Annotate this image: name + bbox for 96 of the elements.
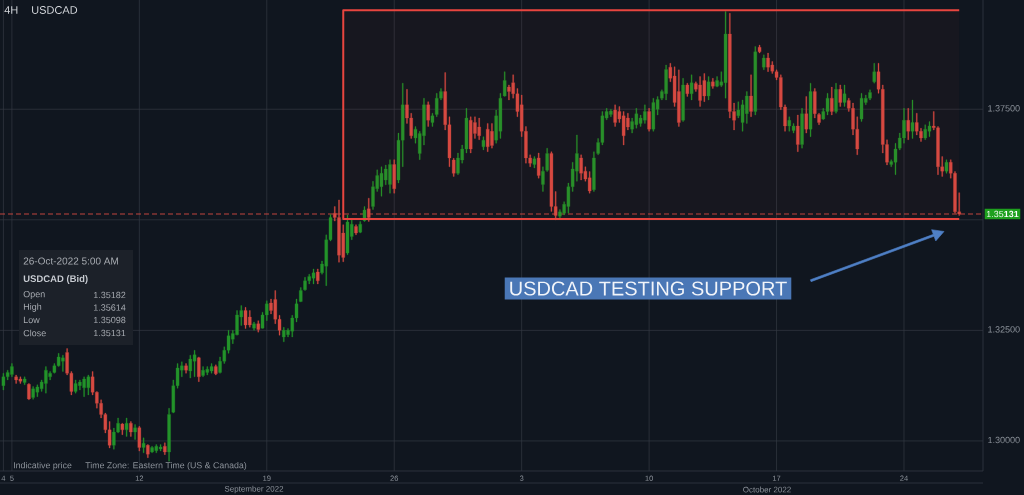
y-tick-label: 1.30000 xyxy=(988,436,1020,444)
candlestick xyxy=(426,101,430,127)
annotation: USDCAD (Bid) xyxy=(23,275,88,284)
candlestick xyxy=(490,123,494,149)
candlestick xyxy=(22,376,27,385)
candlestick xyxy=(868,89,872,101)
annotation: 1.35131 xyxy=(93,329,126,337)
candlestick xyxy=(681,78,685,122)
candlestick xyxy=(651,98,656,132)
candlestick xyxy=(388,159,392,194)
y-tick-label: 1.32500 xyxy=(988,326,1020,333)
annotation: 1.35614 xyxy=(93,304,126,311)
candlestick xyxy=(859,93,864,122)
annotation: Close xyxy=(23,329,46,337)
candlestick xyxy=(163,442,167,455)
candlestick xyxy=(762,54,766,71)
text: October 2022 xyxy=(743,486,791,493)
candlestick xyxy=(129,421,133,437)
candlestick xyxy=(141,437,146,454)
candlestick xyxy=(362,206,367,222)
candlestick xyxy=(82,376,86,397)
candlestick xyxy=(481,136,486,151)
candlestick xyxy=(796,114,800,152)
candlestick xyxy=(256,320,260,333)
candlestick xyxy=(830,86,834,116)
candlestick xyxy=(1,373,6,391)
candlestick xyxy=(345,214,350,255)
candlestick xyxy=(723,11,728,99)
candlestick xyxy=(536,152,541,179)
candlestick xyxy=(120,423,125,435)
chart-subtitle: USDCAD xyxy=(32,6,78,14)
annotation: 1.35182 xyxy=(93,291,126,299)
candlestick xyxy=(664,64,668,101)
candlestick xyxy=(214,364,218,376)
candlestick xyxy=(158,444,163,452)
candlestick xyxy=(133,424,137,440)
candlestick xyxy=(358,221,362,234)
annotation: Time Zone: Eastern Time (US & Canada) xyxy=(85,461,247,471)
candlestick xyxy=(379,166,384,197)
candlestick xyxy=(910,99,915,139)
candlestick xyxy=(800,108,804,149)
candlestick xyxy=(201,366,205,377)
candlestick xyxy=(944,159,949,174)
candlestick xyxy=(18,376,23,384)
candlestick xyxy=(392,159,396,194)
candlestick xyxy=(834,82,838,114)
y-tick-label: 1.37500 xyxy=(988,105,1020,112)
candlestick xyxy=(753,46,757,116)
candlestick xyxy=(209,363,214,374)
candlestick xyxy=(27,383,31,400)
candlestick xyxy=(477,117,481,140)
annotation: High xyxy=(23,303,42,312)
candlestick xyxy=(252,321,256,331)
candlestick xyxy=(711,78,715,89)
candlestick xyxy=(647,108,651,132)
candlestick xyxy=(282,327,286,343)
candlestick xyxy=(137,426,142,452)
chart-title: 4H xyxy=(4,6,18,14)
candlestick xyxy=(766,52,770,72)
candlestick xyxy=(706,76,711,101)
candlestick xyxy=(825,93,830,116)
candlestick xyxy=(184,363,188,374)
candlestick xyxy=(804,96,808,134)
candlestick xyxy=(354,224,358,235)
candlestick xyxy=(192,350,197,377)
candlestick xyxy=(14,374,18,384)
candlestick xyxy=(842,84,847,107)
candlestick xyxy=(154,444,159,454)
annotation: Low xyxy=(23,316,40,324)
candlestick xyxy=(906,108,910,140)
candlestick xyxy=(872,63,876,84)
candlestick xyxy=(838,84,842,107)
candlestick xyxy=(749,74,753,117)
annotation: Indicative price xyxy=(14,461,72,471)
candlestick xyxy=(486,123,490,152)
annotation: 26-Oct-2022 5:00 AM xyxy=(23,257,118,265)
candlestick xyxy=(73,379,78,394)
candlestick xyxy=(689,74,694,101)
ref-line-label: 1.35131 xyxy=(986,210,1019,218)
annotation: 1.35098 xyxy=(93,316,126,324)
annotation: Open xyxy=(23,290,45,300)
text: September 2022 xyxy=(224,485,284,494)
annotation: USDCAD TESTING SUPPORT xyxy=(510,281,787,296)
candlestick xyxy=(243,307,248,329)
candlestick xyxy=(86,374,91,396)
candlestick xyxy=(808,82,813,137)
candlestick xyxy=(146,444,150,458)
candlestick xyxy=(124,417,129,437)
candlestick xyxy=(316,268,320,285)
candlestick xyxy=(532,156,537,169)
candlestick xyxy=(197,356,201,382)
candlestick xyxy=(311,268,316,285)
candlestick xyxy=(757,44,762,54)
candlestick xyxy=(469,116,473,154)
candlestick xyxy=(927,121,932,137)
candlestick xyxy=(685,82,690,97)
